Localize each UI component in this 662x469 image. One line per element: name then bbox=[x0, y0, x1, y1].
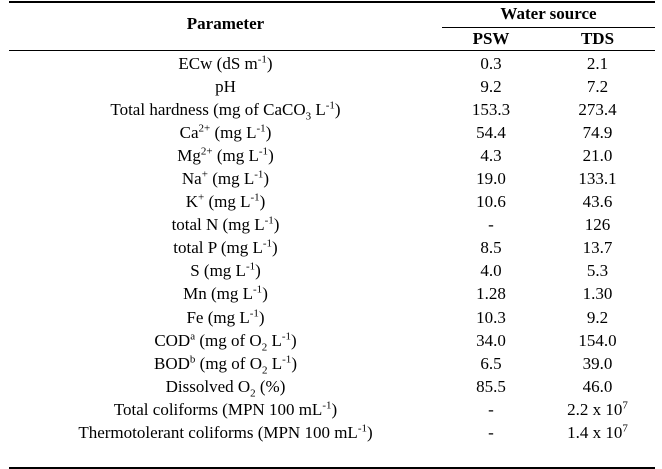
cell-tds: 273.4 bbox=[578, 99, 617, 119]
cell-psw: - bbox=[488, 423, 494, 443]
cell-parameter: Mg2+ (mg L-1) bbox=[177, 145, 274, 165]
cell-parameter: Total coliforms (MPN 100 mL-1) bbox=[113, 399, 338, 419]
cell-tds: 1.30 bbox=[582, 284, 613, 304]
table-row: Mg2+ (mg L-1) 4.3 21.0 bbox=[9, 144, 655, 167]
header-rule bbox=[9, 50, 655, 51]
table-row: total N (mg L-1) - 126 bbox=[9, 214, 655, 237]
table-row: K+ (mg L-1) 10.6 43.6 bbox=[9, 191, 655, 214]
cell-parameter: Fe (mg L-1) bbox=[186, 306, 265, 327]
cell-parameter: total N (mg L-1) bbox=[171, 214, 280, 235]
header-psw: PSW bbox=[472, 29, 510, 48]
cell-parameter: S (mg L-1) bbox=[190, 260, 261, 281]
table-row: CODa (mg of O2 L-1) 34.0 154.0 bbox=[9, 329, 655, 354]
cell-psw: 0.3 bbox=[480, 53, 502, 73]
cell-psw: - bbox=[488, 399, 494, 419]
table-row: Mn (mg L-1) 1.28 1.30 bbox=[9, 283, 655, 306]
cell-psw: 10.6 bbox=[476, 192, 506, 212]
cell-psw: 4.3 bbox=[480, 145, 502, 165]
cell-tds: 1.4 x 107 bbox=[567, 422, 628, 443]
cell-parameter: ECw (dS m-1) bbox=[178, 52, 273, 73]
table-row: ECw (dS m-1) 0.3 2.1 bbox=[9, 52, 655, 75]
table-row: Total hardness (mg of CaCO3 L-1) 153.3 273… bbox=[9, 98, 655, 123]
cell-tds: 74.9 bbox=[582, 122, 613, 142]
cell-parameter: total P (mg L-1) bbox=[173, 237, 278, 258]
cell-parameter: pH bbox=[215, 76, 236, 96]
table-body: ECw (dS m-1) 0.3 2.1 pH 9.2 7.2 Total hardness… bbox=[9, 52, 655, 445]
cell-psw: 4.0 bbox=[480, 261, 502, 281]
bottom-rule bbox=[9, 467, 655, 469]
table-row: total P (mg L-1) 8.5 13.7 bbox=[9, 237, 655, 260]
cell-tds: 154.0 bbox=[578, 330, 617, 350]
cell-psw: 1.28 bbox=[476, 284, 506, 304]
table-row: Na+ (mg L-1) 19.0 133.1 bbox=[9, 167, 655, 190]
cell-parameter: BODb (mg of O2 L-1) bbox=[154, 353, 297, 377]
table-row: Thermotolerant coliforms (MPN 100 mL-1) -… bbox=[9, 422, 655, 445]
table-row: S (mg L-1) 4.0 5.3 bbox=[9, 260, 655, 283]
cell-psw: 34.0 bbox=[476, 330, 506, 350]
cell-psw: 153.3 bbox=[471, 99, 511, 119]
cell-psw: 19.0 bbox=[476, 169, 506, 189]
cell-psw: 54.4 bbox=[476, 122, 506, 142]
cell-parameter: Thermotolerant coliforms (MPN 100 mL-1) bbox=[78, 422, 373, 443]
table-row: Dissolved O2 (%) 85.5 46.0 bbox=[9, 375, 655, 400]
cell-tds: 9.2 bbox=[586, 307, 609, 327]
header-parameter: Parameter bbox=[186, 14, 265, 33]
cell-psw: - bbox=[488, 215, 494, 235]
cell-parameter: Na+ (mg L-1) bbox=[181, 168, 270, 189]
cell-tds: 2.2 x 107 bbox=[567, 399, 628, 419]
table-row: BODb (mg of O2 L-1) 6.5 39.0 bbox=[9, 352, 655, 377]
cell-psw: 85.5 bbox=[476, 376, 506, 396]
cell-tds: 7.2 bbox=[586, 76, 609, 96]
cell-tds: 46.0 bbox=[582, 376, 613, 396]
cell-tds: 133.1 bbox=[578, 169, 617, 189]
cell-psw: 9.2 bbox=[480, 76, 502, 96]
cell-tds: 5.3 bbox=[586, 261, 609, 281]
cell-tds: 21.0 bbox=[582, 145, 613, 165]
cell-parameter: Total hardness (mg of CaCO3 L-1) bbox=[110, 99, 341, 123]
cell-psw: 8.5 bbox=[480, 238, 502, 258]
cell-parameter: Ca2+ (mg L-1) bbox=[179, 122, 272, 142]
top-rule bbox=[9, 1, 655, 3]
cell-tds: 43.6 bbox=[582, 192, 613, 212]
table-row: Ca2+ (mg L-1) 54.4 74.9 bbox=[9, 121, 655, 144]
header-tds: TDS bbox=[580, 29, 615, 48]
cell-psw: 10.3 bbox=[476, 307, 506, 327]
cell-tds: 126 bbox=[584, 215, 611, 235]
table-row: Fe (mg L-1) 10.3 9.2 bbox=[9, 306, 655, 329]
cell-parameter: Mn (mg L-1) bbox=[183, 283, 268, 304]
cell-parameter: CODa (mg of O2 L-1) bbox=[154, 330, 297, 354]
table-row: Total coliforms (MPN 100 mL-1) - 2.2 x 107 bbox=[9, 398, 655, 421]
table-row: pH 9.2 7.2 bbox=[9, 75, 655, 98]
cell-parameter: Dissolved O2 (%) bbox=[165, 376, 286, 400]
cell-psw: 6.5 bbox=[480, 353, 502, 373]
cell-tds: 2.1 bbox=[586, 53, 609, 73]
cell-tds: 13.7 bbox=[582, 238, 613, 258]
cell-parameter: K+ (mg L-1) bbox=[185, 191, 266, 212]
water-source-rule bbox=[442, 27, 655, 28]
header-water-source: Water source bbox=[500, 4, 597, 23]
cell-tds: 39.0 bbox=[582, 353, 613, 373]
